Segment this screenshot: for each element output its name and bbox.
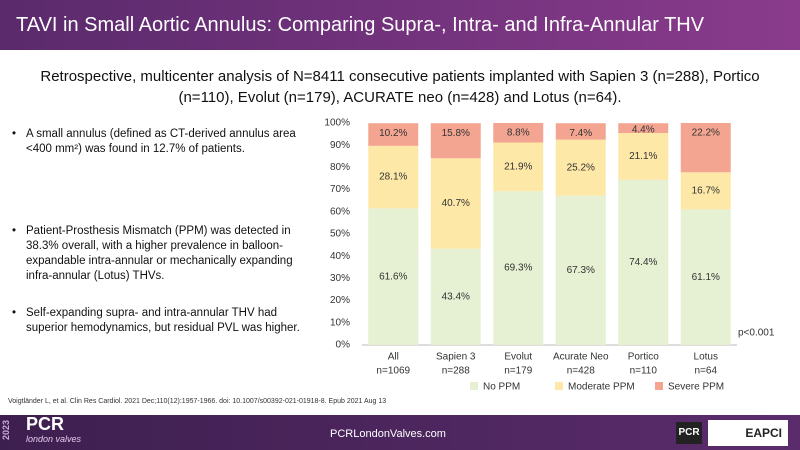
legend-swatch — [470, 382, 478, 390]
y-tick-label: 50% — [330, 229, 350, 240]
y-tick-label: 70% — [330, 184, 350, 195]
bullet: A small annulus (defined as CT-derived a… — [10, 127, 310, 157]
data-label: 10.2% — [379, 128, 407, 139]
header-bar — [0, 0, 800, 50]
footer-website: PCRLondonValves.com — [330, 428, 446, 440]
x-tick-label: Sapien 3 — [436, 352, 476, 363]
data-label: 8.8% — [507, 128, 530, 139]
x-tick-label: Evolut — [504, 352, 532, 363]
legend-label: Moderate PPM — [568, 382, 635, 393]
bar-segment — [555, 139, 606, 196]
data-label: 22.2% — [692, 128, 720, 139]
partner-logo: EAPCI — [708, 420, 788, 446]
data-label: 61.1% — [692, 272, 720, 283]
data-label: 15.8% — [442, 128, 470, 139]
bullet: Self-expanding supra- and intra-annular … — [10, 306, 310, 336]
legend-label: No PPM — [483, 382, 520, 393]
bar-segment — [555, 195, 606, 345]
footer-bar — [0, 415, 800, 450]
footer-logo: PCR — [26, 414, 65, 434]
bar-segment — [555, 123, 606, 140]
subtitle: Retrospective, multicenter analysis of N… — [40, 68, 760, 106]
bar-segment — [430, 158, 481, 249]
x-tick-sublabel: n=64 — [694, 366, 717, 377]
bar-segment — [493, 142, 544, 192]
bar-segment — [430, 248, 481, 345]
data-label: 61.6% — [379, 271, 407, 282]
data-label: 74.4% — [629, 257, 657, 268]
legend-label: Severe PPM — [668, 382, 724, 393]
legend-swatch — [555, 382, 563, 390]
bullet: Patient-Prosthesis Mismatch (PPM) was de… — [10, 224, 310, 284]
partner-logo: PCR — [676, 422, 702, 444]
x-tick-sublabel: n=288 — [442, 366, 471, 377]
data-label: 16.7% — [692, 185, 720, 196]
data-label: 28.1% — [379, 172, 407, 183]
bar-segment — [618, 132, 669, 180]
footer-year: 2023 — [1, 419, 12, 441]
data-label: 21.9% — [504, 161, 532, 172]
y-tick-label: 100% — [324, 118, 350, 129]
footer-logo-sub: london valves — [26, 434, 82, 444]
data-label: 4.4% — [632, 125, 655, 136]
data-label: 7.4% — [569, 128, 592, 139]
y-tick-label: 40% — [330, 251, 350, 262]
x-tick-sublabel: n=428 — [567, 366, 596, 377]
bar-segment — [493, 191, 544, 345]
bar-segment — [368, 208, 419, 345]
data-label: 40.7% — [442, 198, 470, 209]
x-tick-sublabel: n=110 — [630, 366, 658, 377]
x-tick-label: Acurate Neo — [553, 352, 609, 363]
y-tick-label: 90% — [330, 140, 350, 151]
x-tick-label: Lotus — [694, 352, 718, 363]
data-label: 21.1% — [629, 151, 657, 162]
bar-segment — [368, 145, 419, 209]
data-label: 25.2% — [567, 162, 595, 173]
y-tick-label: 0% — [336, 340, 351, 351]
citation: Voigtländer L, et al. Clin Res Cardiol. … — [8, 398, 387, 405]
y-tick-label: 80% — [330, 162, 350, 173]
y-tick-label: 30% — [330, 273, 350, 284]
data-label: 43.4% — [442, 291, 470, 302]
bar-segment — [493, 123, 544, 143]
y-tick-label: 20% — [330, 295, 350, 306]
data-label: 67.3% — [567, 265, 595, 276]
bar-segment — [680, 123, 731, 173]
bar-segment — [430, 123, 481, 159]
data-label: 69.3% — [504, 263, 532, 274]
slide-title: TAVI in Small Aortic Annulus: Comparing … — [16, 14, 705, 36]
x-tick-label: Portico — [628, 352, 660, 363]
x-tick-label: All — [388, 352, 399, 363]
x-tick-sublabel: n=179 — [504, 366, 533, 377]
bar-segment — [680, 172, 731, 210]
annotation: p<0.001 — [738, 328, 775, 339]
bar-segment — [368, 123, 419, 146]
legend-swatch — [655, 382, 663, 390]
bar-segment — [618, 179, 669, 345]
bar-segment — [618, 123, 669, 133]
y-tick-label: 60% — [330, 206, 350, 217]
y-tick-label: 10% — [330, 317, 350, 328]
x-tick-sublabel: n=1069 — [376, 366, 410, 377]
bar-segment — [680, 209, 731, 345]
